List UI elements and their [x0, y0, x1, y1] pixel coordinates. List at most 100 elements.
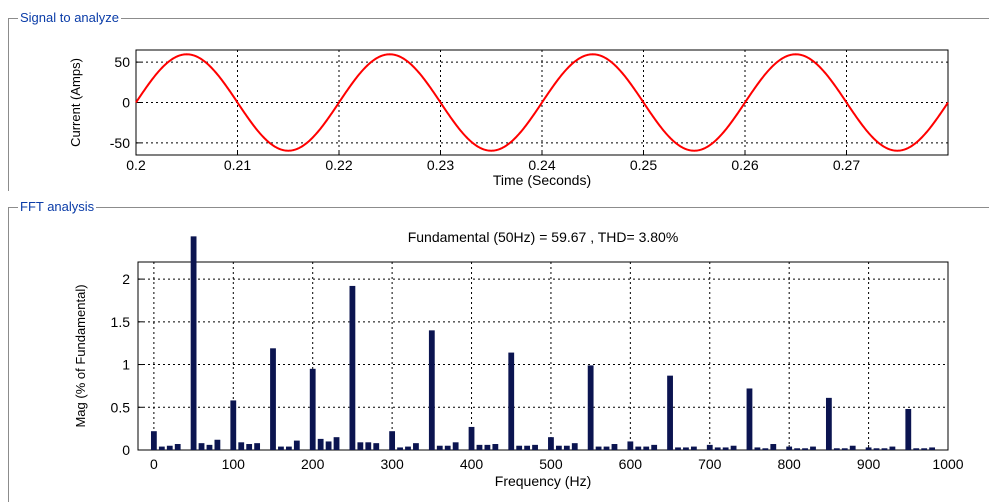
fft-bar: [825, 397, 832, 450]
fft-bar: [595, 446, 602, 450]
fft-bar: [389, 431, 396, 450]
fft-bar: [873, 448, 880, 450]
fft-panel-frame: [8, 207, 989, 502]
fft-bar: [627, 441, 634, 450]
fft-y-tick-label: 0: [122, 442, 130, 458]
fft-bar: [484, 444, 491, 450]
fft-bar: [397, 447, 403, 450]
fft-x-tick-label: 400: [460, 456, 484, 472]
fft-bar: [611, 444, 618, 450]
fft-y-tick-label: 1: [122, 357, 130, 373]
fft-bar: [230, 400, 237, 450]
fft-bar: [635, 446, 642, 450]
fft-bar: [492, 444, 499, 450]
fft-y-axis-label: Mag (% of Fundamental): [73, 284, 88, 427]
fft-x-tick-label: 200: [301, 456, 325, 472]
fft-bar: [722, 447, 729, 450]
fft-bar: [158, 446, 165, 450]
fft-x-tick-label: 600: [619, 456, 643, 472]
fft-bar: [214, 439, 221, 450]
fft-bar: [730, 445, 737, 450]
fft-bar: [150, 431, 157, 450]
fft-bar: [706, 444, 713, 450]
fft-bar: [524, 445, 531, 450]
signal-x-tick-label: 0.27: [833, 157, 860, 173]
signal-x-tick-label: 0.23: [427, 157, 454, 173]
fft-chart-title: Fundamental (50Hz) = 59.67 , THD= 3.80%: [408, 229, 679, 245]
fft-bar: [508, 352, 515, 450]
fft-bar: [309, 368, 316, 450]
fft-x-tick-label: 700: [698, 456, 722, 472]
fft-bar: [238, 442, 245, 450]
fft-bar: [675, 447, 681, 450]
signal-x-tick-label: 0.26: [731, 157, 758, 173]
fft-bar: [913, 448, 920, 450]
fft-bar: [516, 445, 523, 450]
fft-bar: [690, 446, 697, 450]
fft-bar: [881, 448, 888, 450]
fft-bar: [365, 442, 372, 450]
fft-x-tick-label: 500: [539, 456, 563, 472]
fft-bar: [683, 447, 689, 450]
fft-bar: [770, 444, 777, 450]
fft-bar: [468, 426, 475, 450]
fft-bar: [746, 388, 753, 450]
fft-bar: [254, 443, 261, 450]
fft-bar: [563, 445, 570, 450]
fft-bar: [444, 445, 451, 450]
fft-bar: [643, 446, 650, 450]
signal-y-tick-label: 0: [122, 95, 130, 111]
fft-y-tick-label: 0.5: [111, 399, 131, 415]
fft-plot-area: [137, 261, 949, 451]
fft-x-axis-label: Frequency (Hz): [495, 473, 591, 489]
signal-x-tick-label: 0.22: [325, 157, 352, 173]
fft-bar: [532, 444, 538, 450]
fft-bar: [278, 446, 284, 450]
fft-bar: [754, 447, 761, 450]
fft-x-tick-label: 100: [222, 456, 246, 472]
signal-y-axis-label: Current (Amps): [68, 58, 83, 147]
signal-line: [135, 53, 949, 152]
fft-x-tick-label: 800: [777, 456, 801, 472]
fft-bar: [651, 444, 658, 450]
fft-x-tick-label: 1000: [932, 456, 963, 472]
fft-bar: [794, 448, 801, 450]
fft-panel-title: FFT analysis: [18, 199, 97, 214]
fft-bar: [929, 447, 936, 450]
signal-x-tick-label: 0.2: [126, 157, 146, 173]
signal-x-tick-label: 0.24: [528, 157, 555, 173]
fft-bar: [190, 236, 197, 450]
fft-bar: [436, 445, 443, 450]
fft-bar: [571, 443, 578, 450]
fft-bar: [349, 285, 356, 450]
fft-x-tick-label: 300: [380, 456, 404, 472]
fft-bar: [810, 446, 816, 450]
fft-bar: [166, 445, 173, 450]
fft-bar: [333, 437, 340, 450]
fft-bar: [293, 440, 300, 450]
fft-bar: [849, 445, 856, 450]
signal-y-tick-label: 50: [114, 54, 130, 70]
fft-bar: [270, 348, 276, 450]
fft-bar: [905, 408, 912, 450]
fft-bar: [802, 448, 808, 450]
fft-y-tick-label: 1.5: [111, 314, 131, 330]
fft-bar: [555, 445, 562, 450]
fft-bar: [174, 444, 181, 450]
fft-bar: [206, 444, 213, 450]
fft-bar: [921, 448, 928, 450]
fft-bar: [317, 438, 324, 450]
fft-bar: [476, 444, 483, 450]
fft-bar: [714, 447, 721, 450]
fft-bar: [373, 443, 380, 450]
fft-bar: [841, 448, 848, 450]
signal-x-tick-label: 0.21: [224, 157, 251, 173]
signal-panel-title: Signal to analyze: [18, 10, 122, 25]
fft-bar: [198, 443, 205, 450]
fft-x-tick-label: 900: [857, 456, 881, 472]
fft-bar: [865, 447, 872, 450]
fft-bar: [889, 446, 896, 450]
fft-bar: [452, 442, 459, 450]
fft-bar: [603, 446, 610, 450]
